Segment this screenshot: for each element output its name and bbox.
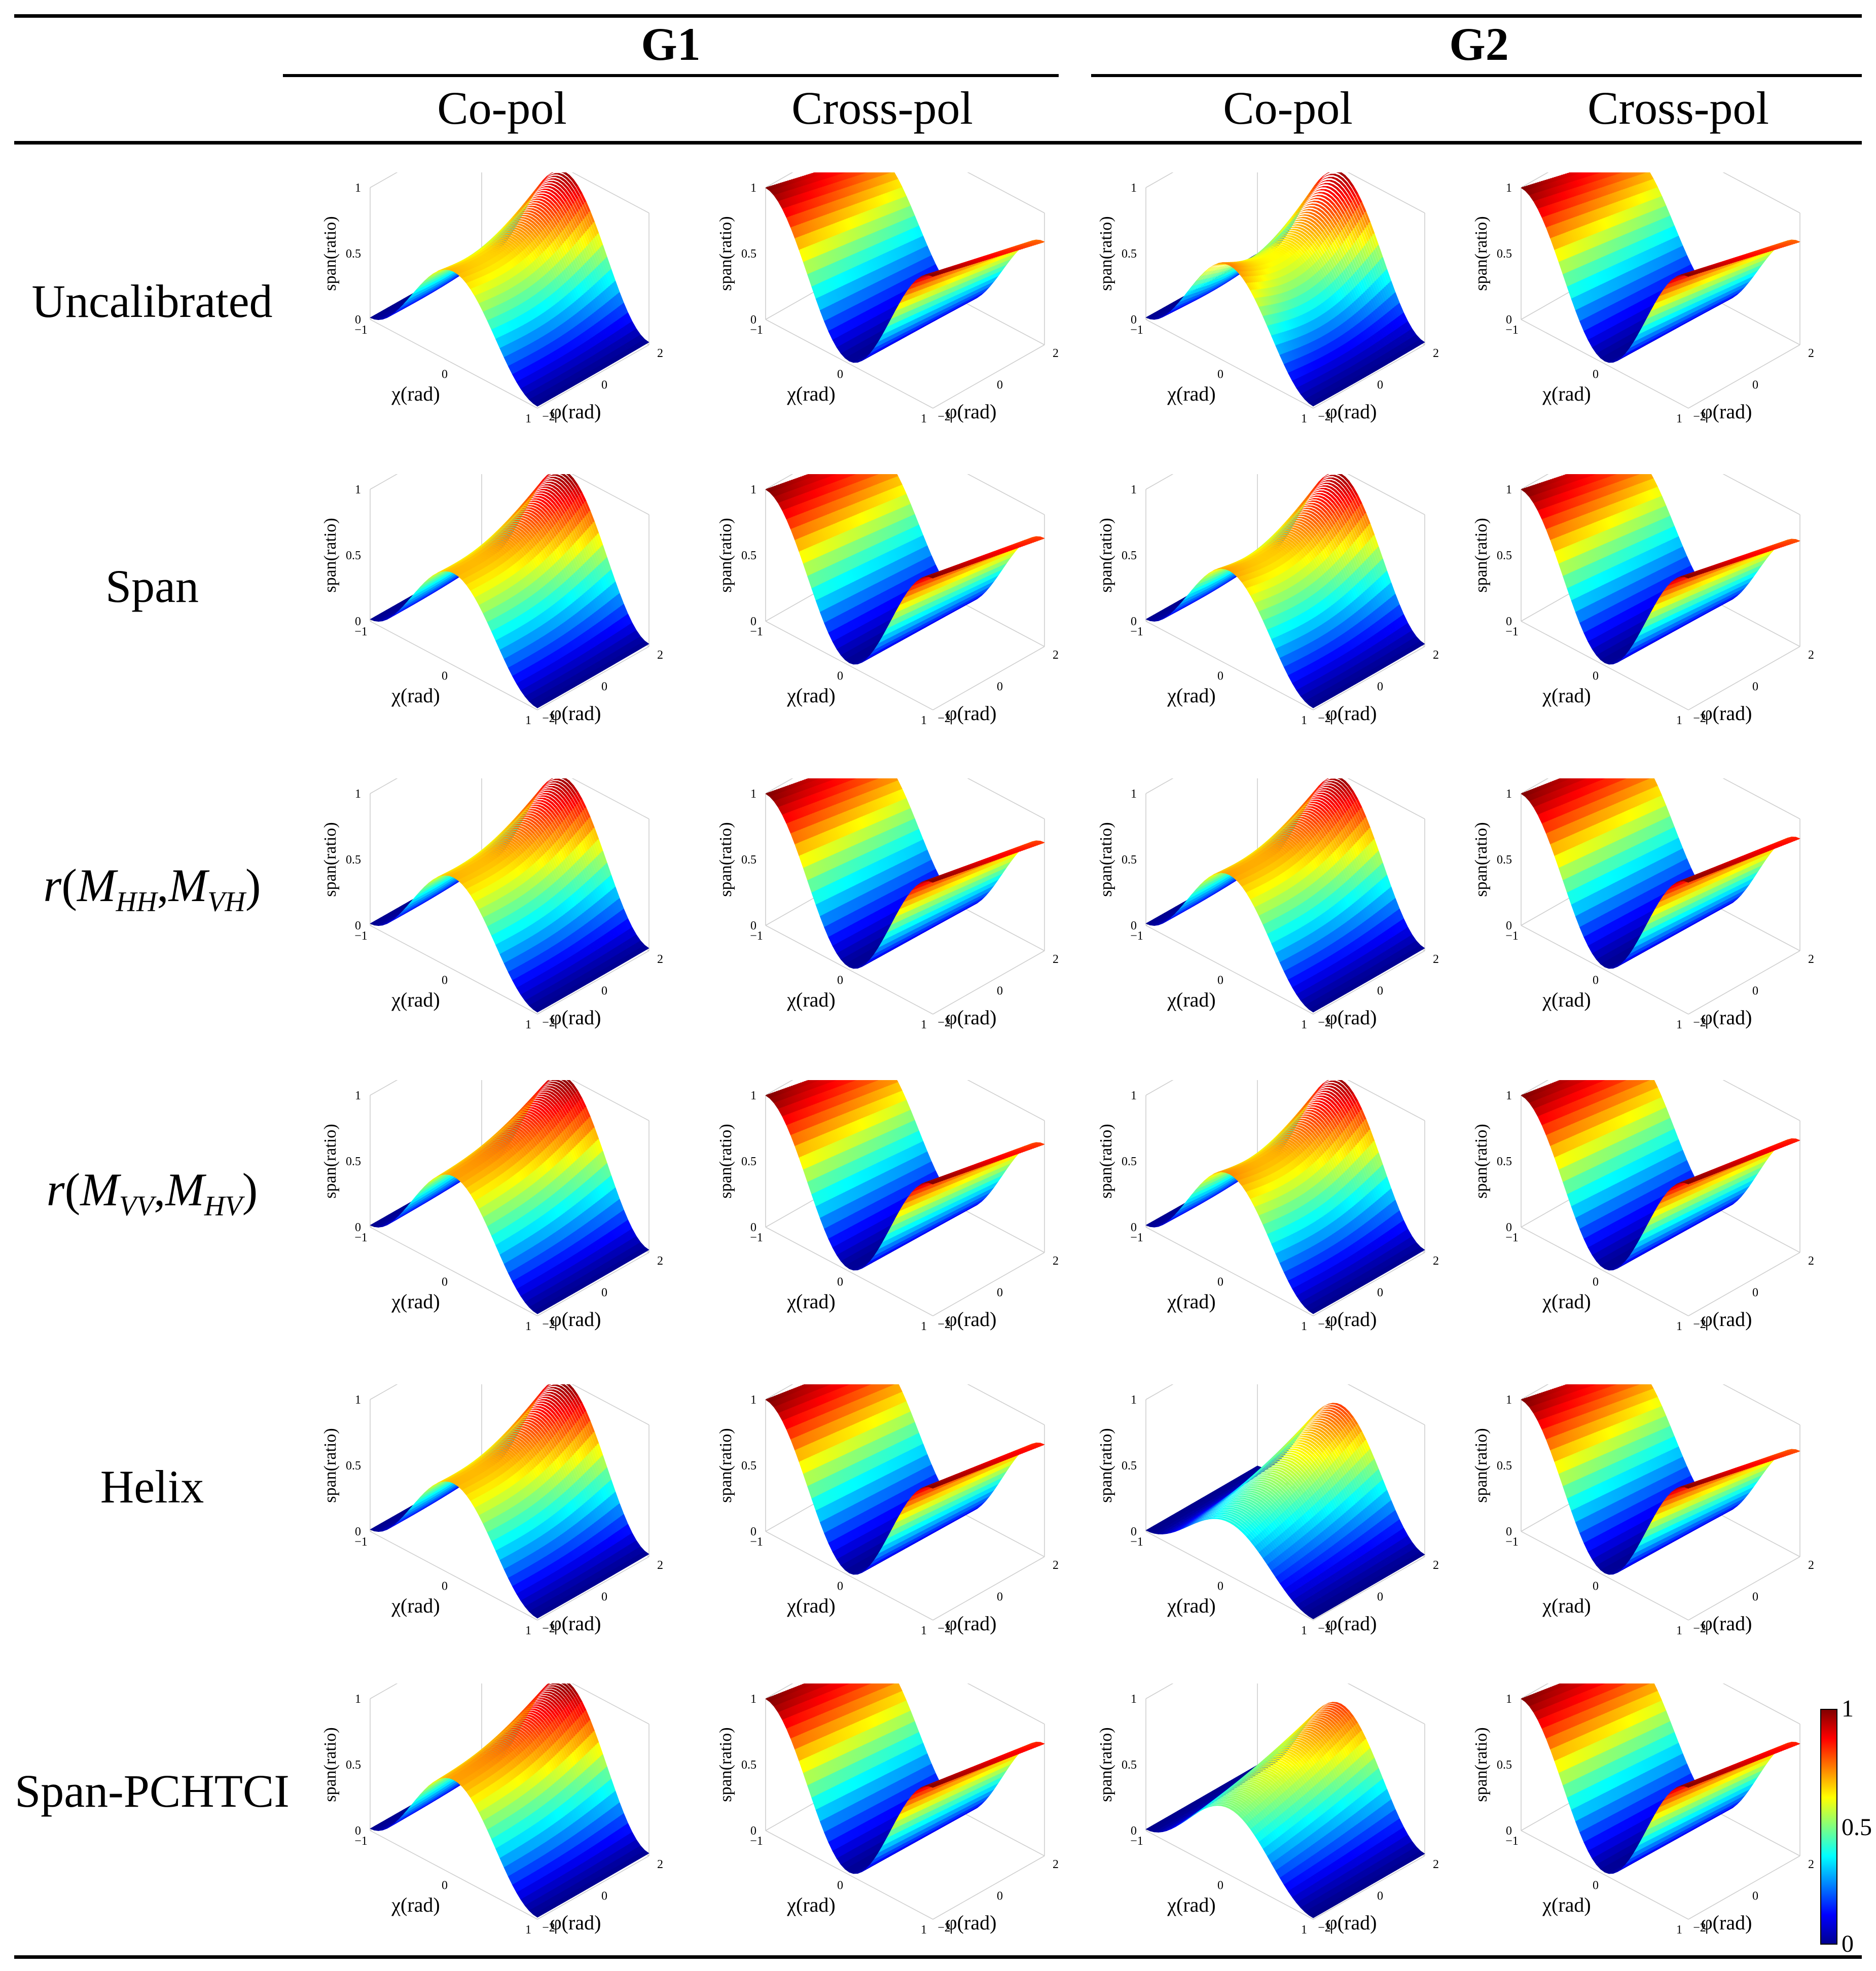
col-label-g1-copol: Co-pol (375, 81, 629, 135)
phi-tick: 2 (1053, 347, 1059, 360)
row-label-r-mhh-mvh: r(MHH,MVH) (10, 862, 294, 916)
surface-patch (1326, 172, 1330, 174)
phi-tick: −2 (937, 410, 951, 423)
axis-line (370, 172, 398, 188)
top-rule (14, 14, 1862, 18)
axis-line (765, 319, 933, 409)
row-label-uncalibrated: Uncalibrated (10, 278, 294, 325)
axis-line (932, 344, 1045, 409)
chi-tick: 1 (525, 412, 531, 425)
z-axis-label: span(ratio) (321, 216, 340, 291)
phi-tick: 2 (657, 347, 663, 360)
z-tick: 0.5 (741, 247, 756, 261)
phi-axis-label: φ(rad) (946, 400, 997, 423)
panel-0-1: 0 0.5 1 −1 0 1 −2 0 2 span(ratio) χ(rad) φ(rad) (690, 172, 1075, 456)
col-label-g2-copol: Co-pol (1161, 81, 1415, 135)
phi-tick: −2 (542, 410, 555, 423)
phi-tick: 0 (601, 379, 607, 392)
axis-line (571, 172, 650, 213)
z-tick: 0 (750, 313, 756, 327)
axis-line (765, 172, 793, 188)
row-label-helix: Helix (10, 1463, 294, 1510)
axis-line (370, 319, 538, 409)
row-label-span-pchtci: Span-PCHTCI (10, 1768, 294, 1814)
row-label-span: Span (10, 563, 294, 610)
surface-patch (1318, 175, 1325, 181)
z-tick: 0 (355, 313, 361, 327)
chi-axis-label: χ(rad) (786, 382, 835, 405)
chi-tick: 0 (837, 368, 843, 381)
axis-line (967, 172, 1045, 213)
chi-tick: −1 (354, 324, 368, 337)
surface (1145, 172, 1425, 407)
chi-axis-label: χ(rad) (391, 382, 440, 405)
axis-line (1313, 344, 1425, 409)
z-tick: 1 (355, 182, 361, 195)
group-label-g1: G1 (587, 17, 754, 71)
chi-tick: 0 (442, 368, 448, 381)
bottom-rule (14, 1955, 1862, 1959)
surface (765, 172, 1045, 363)
axis-line (1145, 172, 1174, 188)
surface (370, 172, 650, 407)
phi-axis-label: φ(rad) (550, 400, 601, 423)
surface-patch (1336, 172, 1342, 174)
axis-line (1347, 172, 1425, 213)
axis-line (537, 344, 650, 409)
panel-0-2: 0 0.5 1 −1 0 1 −2 0 2 span(ratio) χ(rad) φ(rad) (1070, 172, 1455, 456)
axis-line (1145, 319, 1314, 409)
g1-underline (283, 74, 1059, 77)
z-tick: 1 (750, 182, 756, 195)
chi-tick: −1 (750, 324, 763, 337)
g2-underline (1091, 74, 1862, 77)
surface-patch (533, 402, 540, 407)
panel-0-0: 0 0.5 1 −1 0 1 −2 0 2 span(ratio) χ(rad) φ(rad) (294, 172, 679, 456)
z-tick: 0.5 (346, 247, 361, 261)
chi-tick: 1 (921, 412, 927, 425)
row-label-r-mvv-mhv: r(MVV,MHV) (10, 1166, 294, 1221)
phi-tick: 0 (997, 379, 1003, 392)
surface-patch (551, 172, 554, 174)
surface-patch (1316, 178, 1323, 184)
col-label-g2-crosspol: Cross-pol (1521, 81, 1835, 135)
surface-patch (928, 274, 935, 277)
z-axis-label: span(ratio) (716, 216, 735, 291)
group-label-g2: G2 (1395, 17, 1563, 71)
col-label-g1-crosspol: Cross-pol (730, 81, 1034, 135)
header-bottom-rule (14, 141, 1862, 145)
surface-patch (561, 172, 565, 173)
